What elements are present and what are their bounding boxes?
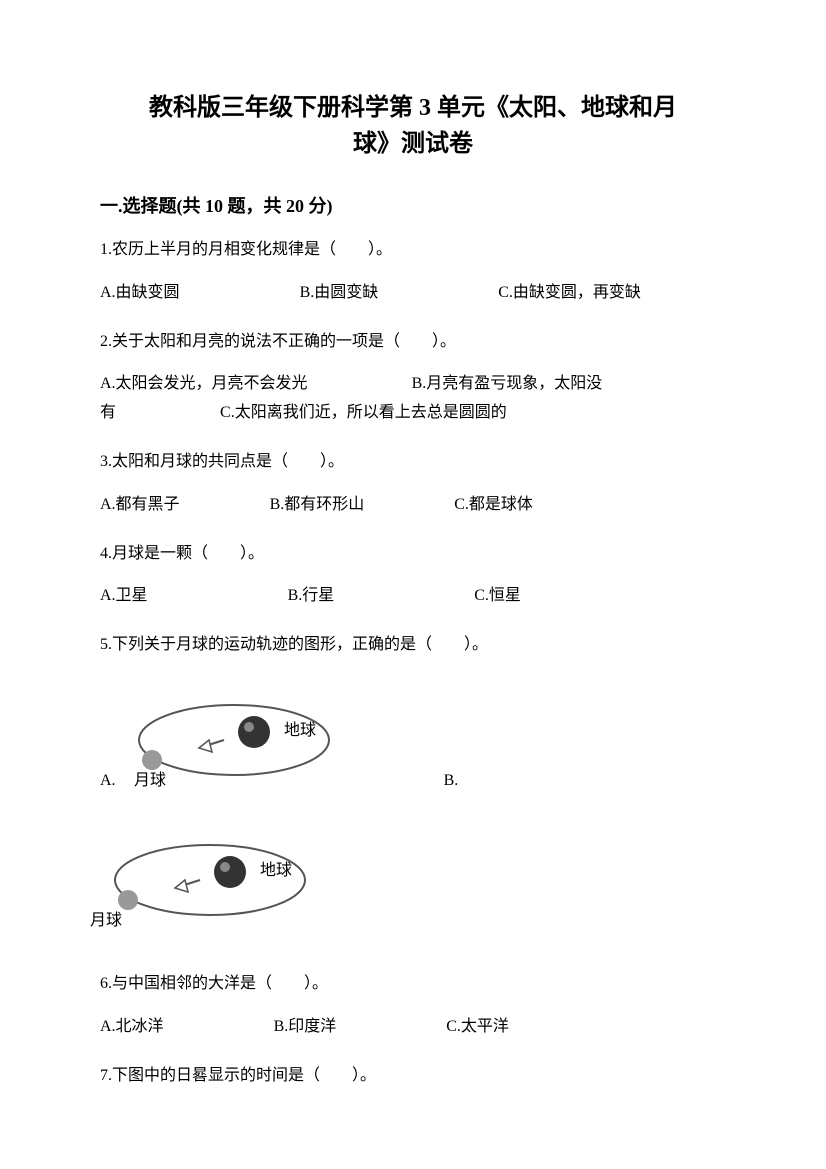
title-line-1: 教科版三年级下册科学第 3 单元《太阳、地球和月 [100,90,726,126]
question-1: 1.农历上半月的月相变化规律是（ ）。 [100,236,726,265]
question-6: 6.与中国相邻的大洋是（ ）。 [100,970,726,999]
earth-label-b: 地球 [260,861,292,879]
q2-option-a: A.太阳会发光，月亮不会发光 [100,375,308,392]
q6-option-b: B.印度洋 [274,1013,337,1042]
q2-option-c: C.太阳离我们近，所以看上去总是圆圆的 [220,404,507,421]
q3-option-a: A.都有黑子 [100,491,180,520]
question-2: 2.关于太阳和月亮的说法不正确的一项是（ ）。 [100,328,726,357]
q3-option-b: B.都有环形山 [270,491,365,520]
q5-label-b: B. [444,772,459,790]
q1-option-b: B.由圆变缺 [300,279,379,308]
title-line-2: 球》测试卷 [100,126,726,162]
q6-option-a: A.北冰洋 [100,1013,164,1042]
diagram-row-a: A. 地球 月球 B. [100,690,726,790]
q2-option-b: B.月亮有盈亏现象，太阳没 [412,375,603,392]
question-4-options: A.卫星 B.行星 C.恒星 [100,582,726,611]
question-4: 4.月球是一颗（ ）。 [100,540,726,569]
q1-option-a: A.由缺变圆 [100,279,180,308]
question-1-options: A.由缺变圆 B.由圆变缺 C.由缺变圆，再变缺 [100,279,726,308]
q5-label-a: A. [100,772,116,790]
section-1-header: 一.选择题(共 10 题，共 20 分) [100,192,726,218]
moon-label-b: 月球 [90,911,122,929]
q3-option-c: C.都是球体 [454,491,533,520]
q4-option-b: B.行星 [288,582,335,611]
question-3-options: A.都有黑子 B.都有环形山 C.都是球体 [100,491,726,520]
q4-option-a: A.卫星 [100,582,148,611]
diagram-row-b: 地球 月球 [80,830,726,930]
orbit-diagram-b: 地球 月球 [80,830,320,930]
document-title: 教科版三年级下册科学第 3 单元《太阳、地球和月 球》测试卷 [100,90,726,162]
question-5-diagrams: A. 地球 月球 B. 地球 月球 [100,690,726,930]
q4-option-c: C.恒星 [474,582,521,611]
question-6-options: A.北冰洋 B.印度洋 C.太平洋 [100,1013,726,1042]
question-7: 7.下图中的日晷显示的时间是（ ）。 [100,1062,726,1091]
q1-option-c: C.由缺变圆，再变缺 [498,279,641,308]
moon-label-a: 月球 [134,771,166,789]
q6-option-c: C.太平洋 [446,1013,509,1042]
question-3: 3.太阳和月球的共同点是（ ）。 [100,448,726,477]
earth-label-a: 地球 [284,721,316,739]
q2-option-b-cont: 有 [100,404,116,421]
question-5: 5.下列关于月球的运动轨迹的图形，正确的是（ ）。 [100,631,726,660]
orbit-diagram-a: 地球 月球 [124,690,344,790]
question-2-options: A.太阳会发光，月亮不会发光 B.月亮有盈亏现象，太阳没 有 C.太阳离我们近，… [100,370,726,428]
